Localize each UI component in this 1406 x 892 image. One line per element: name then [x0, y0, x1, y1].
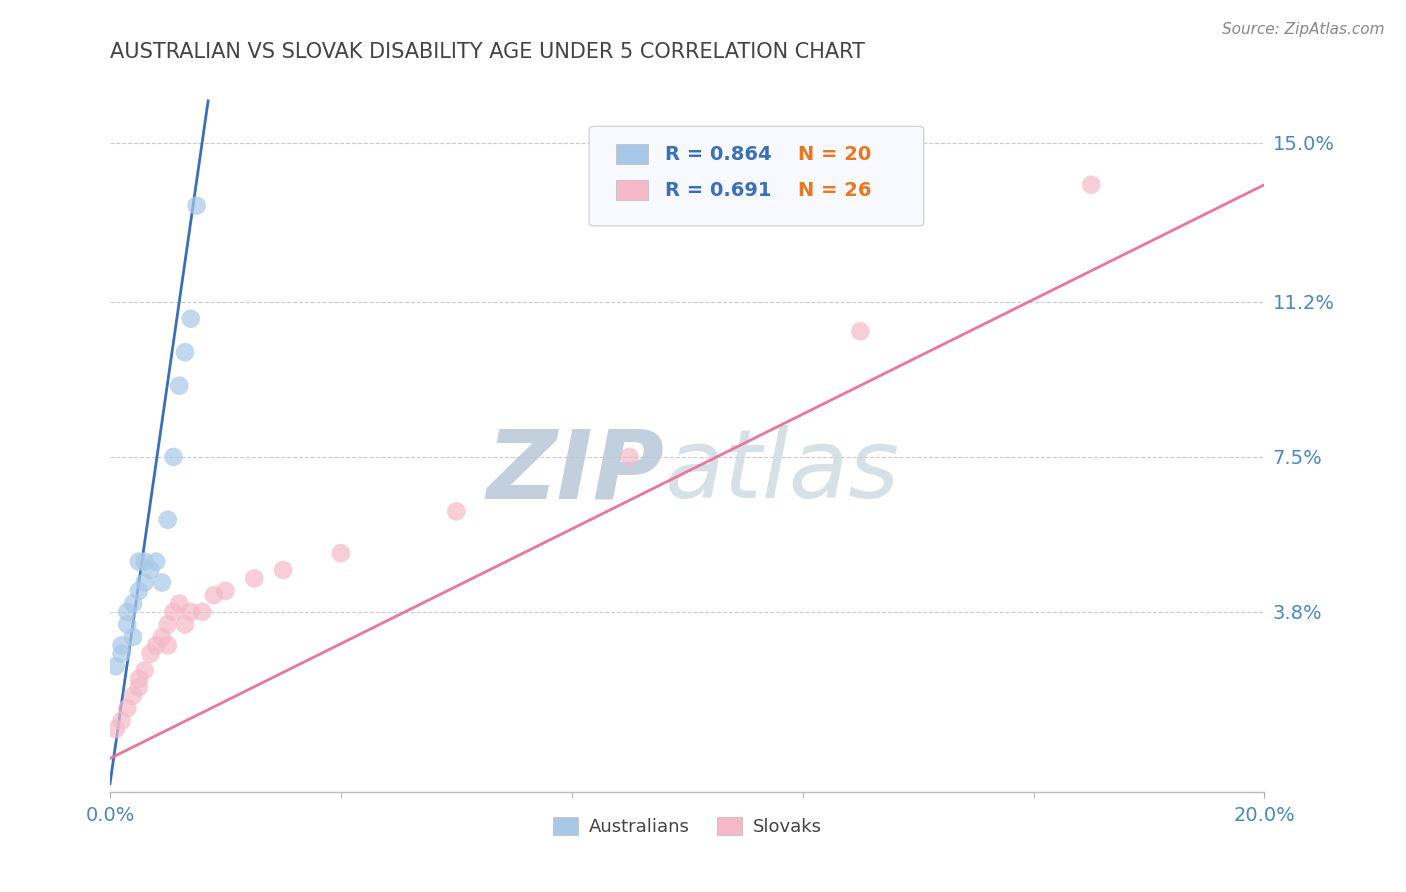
Point [134, 555, 156, 569]
Text: AUSTRALIAN VS SLOVAK DISABILITY AGE UNDER 5 CORRELATION CHART: AUSTRALIAN VS SLOVAK DISABILITY AGE UNDE… [110, 42, 865, 62]
Text: atlas: atlas [664, 425, 898, 518]
FancyBboxPatch shape [589, 127, 924, 226]
Point [122, 630, 145, 644]
Point [180, 605, 202, 619]
Point [174, 345, 197, 359]
Point [191, 605, 214, 619]
Point [167, 597, 190, 611]
Point [446, 504, 468, 518]
Point [214, 583, 236, 598]
Point [150, 575, 173, 590]
Point [139, 647, 162, 661]
Y-axis label: Disability Age Under 5: Disability Age Under 5 [0, 343, 8, 529]
Point [174, 617, 197, 632]
Point [117, 701, 139, 715]
Point [128, 680, 150, 694]
Point [1080, 178, 1102, 192]
Text: ZIP: ZIP [486, 425, 664, 518]
Point [186, 199, 208, 213]
Legend: Australians, Slovaks: Australians, Slovaks [546, 810, 830, 844]
Point [156, 639, 179, 653]
Point [139, 563, 162, 577]
Point [145, 555, 167, 569]
Point [329, 546, 352, 560]
Point [104, 659, 127, 673]
Point [128, 583, 150, 598]
Point [110, 639, 132, 653]
Text: R = 0.864: R = 0.864 [665, 145, 772, 163]
FancyBboxPatch shape [616, 180, 648, 201]
Point [150, 630, 173, 644]
Point [104, 722, 127, 736]
Point [145, 639, 167, 653]
Point [162, 605, 184, 619]
Point [134, 575, 156, 590]
Point [128, 555, 150, 569]
Point [849, 324, 872, 338]
Point [180, 311, 202, 326]
Text: N = 26: N = 26 [799, 181, 872, 200]
Point [134, 664, 156, 678]
Point [122, 689, 145, 703]
Point [202, 588, 225, 602]
Text: N = 20: N = 20 [799, 145, 872, 163]
Point [110, 714, 132, 728]
Text: Source: ZipAtlas.com: Source: ZipAtlas.com [1222, 22, 1385, 37]
Point [619, 450, 641, 464]
Point [128, 672, 150, 686]
Text: R = 0.691: R = 0.691 [665, 181, 772, 200]
Point [117, 617, 139, 632]
Point [117, 605, 139, 619]
Point [167, 378, 190, 392]
Point [122, 597, 145, 611]
FancyBboxPatch shape [616, 145, 648, 164]
Point [156, 617, 179, 632]
Point [243, 571, 266, 585]
Point [271, 563, 294, 577]
Point [156, 513, 179, 527]
Point [110, 647, 132, 661]
Point [162, 450, 184, 464]
